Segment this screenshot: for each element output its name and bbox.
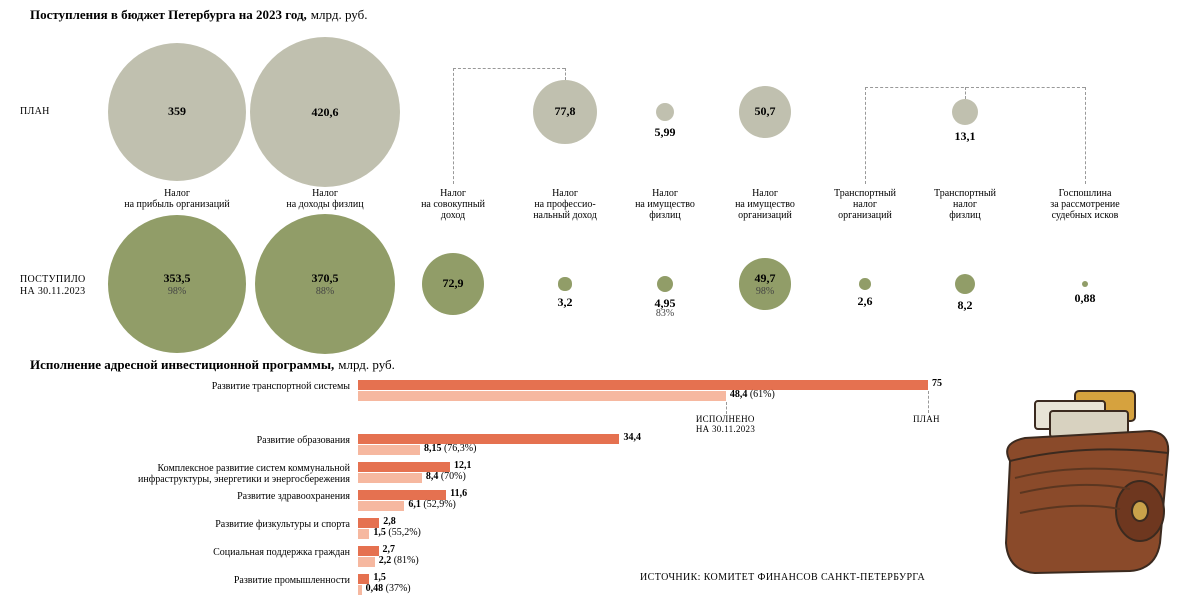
plan-bubble: 359 — [108, 43, 247, 182]
plan-value-ext: 13,1 — [940, 129, 990, 144]
bar-row: Развитие образования 34,4 8,15 (76,3%) — [30, 432, 970, 460]
bar-label: Развитие физкультуры и спорта — [50, 519, 350, 530]
bar-plan-value: 2,8 — [383, 516, 396, 527]
bar-plan — [358, 380, 928, 390]
bar-exec-value: 0,48 (37%) — [366, 583, 411, 594]
bar-plan-value: 1,5 — [373, 572, 386, 583]
received-bubble: 72,9 — [422, 253, 484, 315]
bar-plan-value: 11,6 — [450, 488, 467, 499]
bar-exec — [358, 445, 420, 455]
plan-bubble: 77,8 — [533, 80, 598, 145]
title-bold: Поступления в бюджет Петербурга на 2023 … — [30, 7, 307, 22]
received-bubble — [558, 277, 571, 290]
received-value-ext: 2,6 — [840, 294, 890, 309]
bar-label: Развитие транспортной системы — [50, 381, 350, 392]
bars-chart: Развитие транспортной системы 75 48,4 (61%… — [30, 378, 970, 600]
plan-bubble: 50,7 — [739, 86, 791, 138]
category-label: Налогна имуществофизлиц — [610, 188, 720, 221]
category-label: Госпошлиназа рассмотрениесудебных исков — [1030, 188, 1140, 221]
legend-plan: ПЛАН — [913, 414, 940, 424]
category-label: Налогна совокупныйдоход — [398, 188, 508, 221]
received-bubble: 49,798% — [739, 258, 791, 310]
bar-exec-value: 8,4 (70%) — [426, 471, 466, 482]
bar-exec — [358, 391, 726, 401]
bar-plan-value: 75 — [932, 378, 942, 389]
connector — [453, 68, 454, 184]
bar-row: Развитие транспортной системы 75 48,4 (61%… — [30, 378, 970, 432]
connector — [865, 87, 866, 184]
bar-label: Развитие промышленности — [50, 575, 350, 586]
connector — [453, 68, 565, 69]
bar-exec — [358, 473, 422, 483]
category-label: Транспортныйналогфизлиц — [910, 188, 1020, 221]
plan-row-label: ПЛАН — [20, 106, 50, 118]
received-bubble: 370,588% — [255, 214, 396, 355]
received-bubble — [859, 278, 871, 290]
plan-value-ext: 5,99 — [640, 125, 690, 140]
legend-tick — [928, 391, 929, 413]
received-bubble — [955, 274, 976, 295]
bar-exec-value: 1,5 (55,2%) — [373, 527, 421, 538]
bar-exec — [358, 501, 404, 511]
bar-plan-value: 34,4 — [623, 432, 641, 443]
connector — [965, 87, 966, 99]
plan-bubble: 420,6 — [250, 37, 400, 187]
bar-label: Развитие образования — [50, 435, 350, 446]
bar-exec-value: 6,1 (52,9%) — [408, 499, 456, 510]
bar-label: Комплексное развитие систем коммунальной… — [50, 463, 350, 485]
received-row-label: ПОСТУПИЛОНА 30.11.2023 — [20, 274, 86, 298]
bar-exec — [358, 529, 369, 539]
title-unit: млрд. руб. — [311, 7, 368, 22]
received-bubble — [1082, 281, 1089, 288]
connector — [1085, 87, 1086, 184]
bar-plan-value: 12,1 — [454, 460, 472, 471]
plan-bubble — [656, 103, 674, 121]
connector — [565, 68, 566, 80]
received-bubble — [657, 276, 673, 292]
received-value-ext: 3,2 — [540, 295, 590, 310]
bar-row: Развитие здравоохранения 11,66,1 (52,9%) — [30, 488, 970, 516]
bubble-chart: ПЛАН ПОСТУПИЛОНА 30.11.2023 359 Налогна при… — [0, 24, 1200, 354]
chart-title: Поступления в бюджет Петербурга на 2023 … — [0, 0, 1200, 24]
category-label: Транспортныйналогорганизаций — [810, 188, 920, 221]
bar-row: Социальная поддержка граждан 2,72,2 (81%) — [30, 544, 970, 572]
bar-exec — [358, 557, 375, 567]
received-value-ext: 8,2 — [940, 298, 990, 313]
bar-exec-value: 48,4 (61%) — [730, 389, 775, 400]
category-label: Налогна прибыль организаций — [122, 188, 232, 210]
source-text: ИСТОЧНИК: КОМИТЕТ ФИНАНСОВ САНКТ-ПЕТЕРБУ… — [640, 572, 925, 583]
bar-label: Развитие здравоохранения — [50, 491, 350, 502]
category-label: Налогна доходы физлиц — [270, 188, 380, 210]
wallet-icon — [980, 383, 1190, 583]
category-label: Налогна имуществоорганизаций — [710, 188, 820, 221]
bar-plan — [358, 546, 379, 556]
bar-row: Развитие физкультуры и спорта 2,81,5 (55,… — [30, 516, 970, 544]
legend-exec: ИСПОЛНЕНОНА 30.11.2023 — [696, 414, 755, 434]
plan-bubble — [952, 99, 978, 125]
bar-plan — [358, 434, 619, 444]
bar-exec-value: 2,2 (81%) — [379, 555, 419, 566]
received-bubble: 353,598% — [108, 215, 246, 353]
bars-title: Исполнение адресной инвестиционной прогр… — [0, 354, 1200, 378]
legend-tick — [726, 402, 727, 414]
bar-row: Комплексное развитие систем коммунальной… — [30, 460, 970, 488]
bar-label: Социальная поддержка граждан — [50, 547, 350, 558]
bar-plan-value: 2,7 — [383, 544, 396, 555]
category-label: Налогна профессио-нальный доход — [510, 188, 620, 221]
received-pct-ext: 83% — [640, 308, 690, 319]
bar-exec-value: 8,15 (76,3%) — [424, 443, 477, 454]
connector — [865, 87, 1085, 88]
received-value-ext: 0,88 — [1060, 291, 1110, 306]
